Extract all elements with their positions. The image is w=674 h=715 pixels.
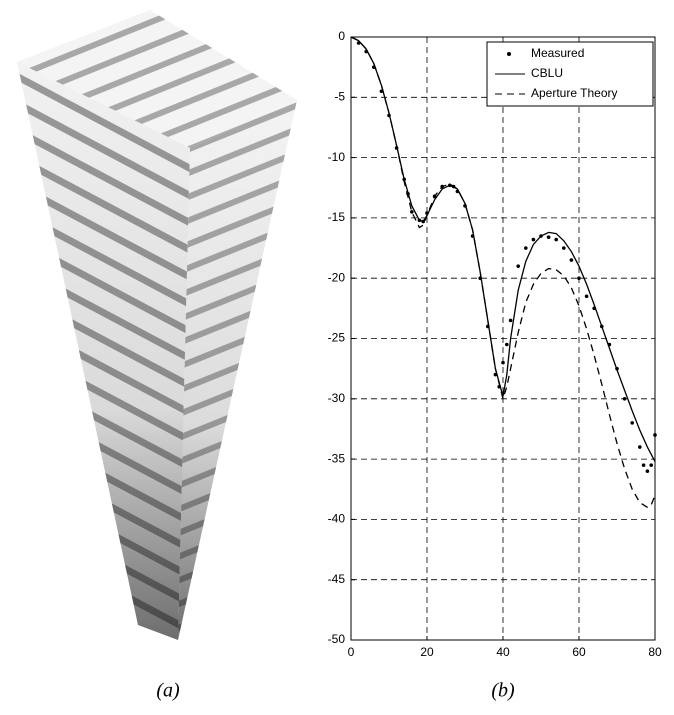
y-tick-label: -25: [328, 331, 346, 345]
y-tick-label: -15: [328, 210, 346, 224]
y-tick-label: -10: [328, 150, 346, 164]
data-point: [509, 319, 513, 323]
y-tick-label: -5: [334, 89, 345, 103]
y-tick-label: -20: [328, 270, 346, 284]
y-tick-label: -30: [328, 391, 346, 405]
legend-label: Aperture Theory: [531, 86, 618, 100]
data-point: [646, 469, 650, 473]
data-point: [638, 445, 642, 449]
data-point: [410, 210, 414, 214]
data-point: [585, 294, 589, 298]
caption: (b): [491, 680, 515, 702]
legend-swatch: [507, 52, 511, 56]
x-tick-label: 40: [496, 645, 510, 659]
data-point: [547, 235, 551, 239]
data-point: [623, 397, 627, 401]
data-point: [642, 463, 646, 467]
data-point: [554, 238, 558, 242]
data-point: [532, 238, 536, 242]
data-point: [570, 258, 574, 262]
data-point: [524, 246, 528, 250]
data-point: [501, 361, 505, 365]
data-point: [649, 463, 653, 467]
legend-label: CBLU: [531, 66, 563, 80]
y-tick-label: -40: [328, 512, 346, 526]
x-tick-label: 80: [648, 645, 662, 659]
x-tick-label: 60: [572, 645, 586, 659]
horn-image: [17, 10, 297, 640]
y-tick-label: -45: [328, 572, 346, 586]
data-point: [516, 264, 520, 268]
data-point: [630, 421, 634, 425]
legend-label: Measured: [531, 46, 584, 60]
y-tick-label: 0: [338, 29, 345, 43]
x-tick-label: 0: [348, 645, 355, 659]
data-point: [653, 433, 657, 437]
page: {"figure": {"captions": ["(a)", "(b)"]},…: [0, 0, 674, 715]
data-point: [562, 246, 566, 250]
figure: (a) (b) 0-5-10-15-20-25-30-35-40-45-5002…: [0, 0, 674, 715]
y-tick-label: -35: [328, 451, 346, 465]
y-tick-label: -50: [328, 632, 346, 646]
caption: (a): [156, 680, 180, 702]
data-point: [505, 343, 509, 347]
data-point: [577, 276, 581, 280]
x-tick-label: 20: [420, 645, 434, 659]
